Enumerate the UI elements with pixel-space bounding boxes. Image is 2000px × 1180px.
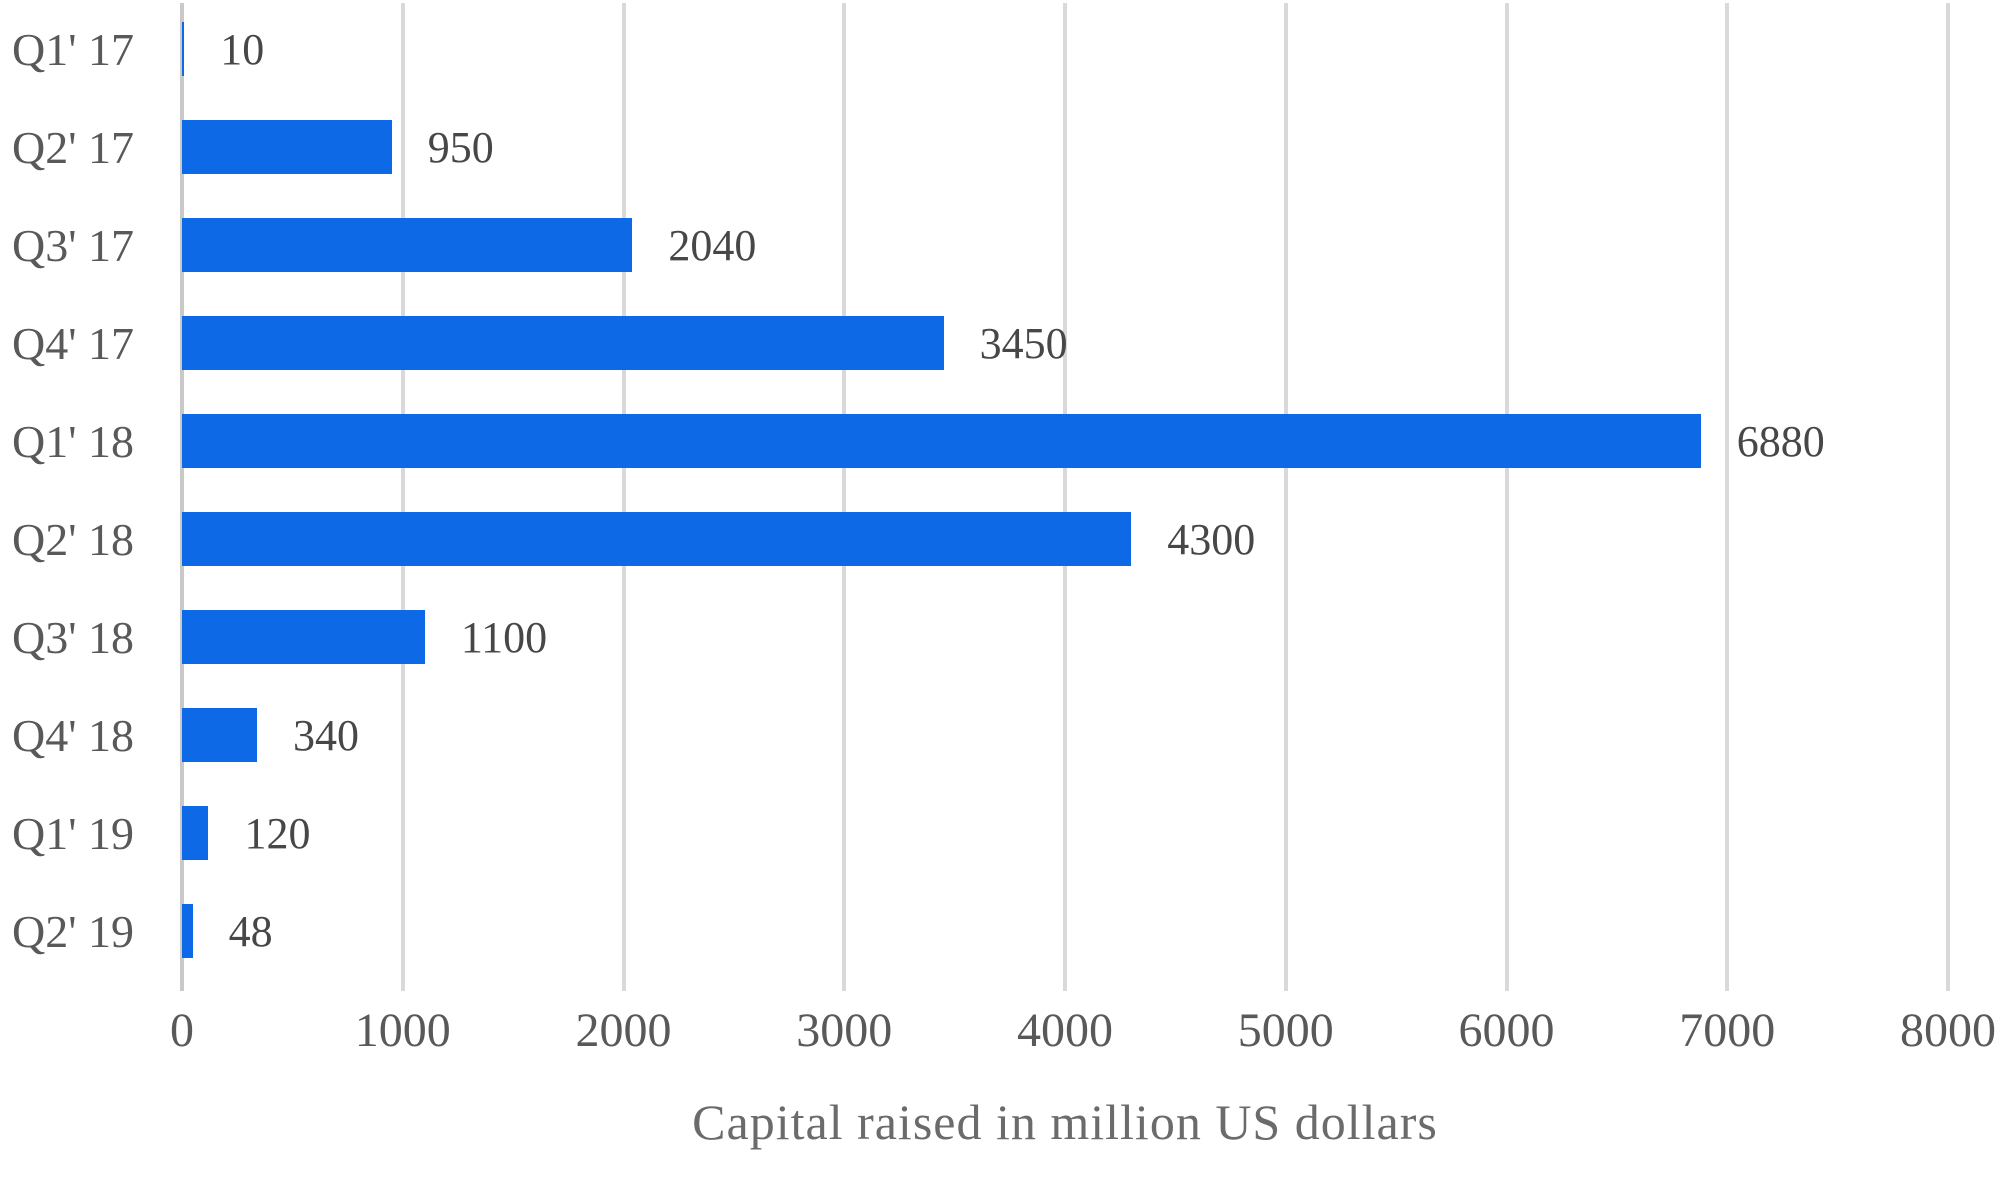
category-label: Q2' 19 (12, 905, 135, 957)
category-label: Q1' 19 (12, 807, 135, 859)
x-tick-label: 6000 (1458, 1004, 1555, 1057)
x-tick-label: 3000 (796, 1004, 893, 1057)
category-label: Q3' 18 (12, 611, 135, 663)
gridline (1946, 3, 1950, 991)
bar-row: 950 (182, 98, 1948, 196)
gridline (1063, 3, 1067, 991)
gridline (621, 3, 626, 991)
bar-row: 10 (182, 0, 1948, 98)
bar (182, 218, 633, 272)
x-axis-title: Capital raised in million US dollars (692, 1094, 1438, 1150)
bar-value-label: 2040 (668, 220, 757, 270)
bar-row: 48 (182, 882, 1948, 980)
y-axis-labels: Q1' 17 Q2' 17 Q3' 17 Q4' 17 Q1' 18 Q2' 18 Q3' … (0, 0, 170, 980)
bar (182, 708, 258, 762)
gridline (842, 3, 847, 991)
bar (182, 414, 1701, 468)
category-label: Q2' 17 (12, 121, 135, 173)
x-tick-label: 7000 (1679, 1004, 1776, 1057)
bar-row: 1100 (182, 588, 1948, 686)
bar-value-label: 48 (228, 906, 273, 956)
y-axis-line (180, 3, 184, 991)
plot-area: 10 950 2040 3450 6880 4300 1100 340 120 48 (180, 0, 1950, 991)
x-tick-label: 0 (170, 1004, 194, 1057)
gridlines (180, 0, 1950, 991)
bar-value-label: 120 (244, 808, 311, 858)
bar-value-label: 950 (427, 122, 494, 172)
gridline (400, 3, 405, 991)
category-label: Q4' 18 (12, 709, 135, 761)
bar (182, 904, 193, 958)
x-tick-label: 1000 (354, 1004, 451, 1057)
category-label: Q1' 18 (12, 415, 135, 467)
category-label: Q2' 18 (12, 513, 135, 565)
bar-row: 340 (182, 686, 1948, 784)
bar (182, 512, 1132, 566)
bar (182, 22, 185, 76)
x-tick-label: 4000 (1017, 1004, 1113, 1057)
bar-value-label: 6880 (1736, 416, 1825, 466)
bar-row: 2040 (182, 196, 1948, 294)
category-label: Q3' 17 (12, 219, 135, 271)
bar (182, 316, 944, 370)
bar (182, 610, 425, 664)
bar-value-label: 3450 (979, 318, 1068, 368)
bar (182, 806, 209, 860)
bar-row: 120 (182, 784, 1948, 882)
x-tick-label: 5000 (1237, 1004, 1334, 1057)
gridline (1725, 3, 1730, 991)
bar-row: 6880 (182, 392, 1948, 490)
bar-rows: 10 950 2040 3450 6880 4300 1100 340 120 48 (182, 0, 1948, 980)
bar-value-label: 1100 (460, 612, 548, 662)
bar-value-label: 340 (293, 710, 360, 760)
bar (182, 120, 392, 174)
x-tick-label: 2000 (575, 1004, 672, 1057)
gridline (1283, 3, 1288, 991)
bar-row: 4300 (182, 490, 1948, 588)
x-axis-tick-labels: 0 1000 2000 3000 4000 5000 6000 7000 8000 (170, 1002, 1996, 1064)
bar-row: 3450 (182, 294, 1948, 392)
bar-value-label: 10 (220, 24, 265, 74)
category-label: Q4' 17 (12, 317, 135, 369)
bar-value-label: 4300 (1167, 514, 1256, 564)
gridline (1504, 3, 1509, 991)
category-label: Q1' 17 (12, 23, 135, 75)
x-tick-label: 8000 (1900, 1004, 1996, 1057)
